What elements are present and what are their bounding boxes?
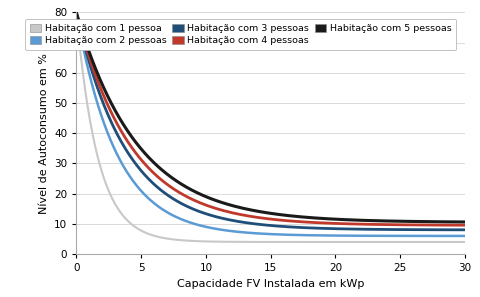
Habitação com 1 pessoa [380,240,385,244]
Habitação com 3 pessoas [462,228,468,232]
Habitação com 2 pessoas [263,232,268,236]
Line: Habitação com 4 pessoas: Habitação com 4 pessoas [76,12,465,225]
Habitação com 3 pessoas [380,228,385,231]
Habitação com 2 pessoas [462,234,468,238]
Habitação com 5 pessoas [380,219,385,223]
Habitação com 1 pessoa [451,240,456,244]
Habitação com 2 pessoas [252,231,258,235]
Habitação com 1 pessoa [451,240,456,244]
Habitação com 3 pessoas [451,228,456,232]
Habitação com 5 pessoas [252,209,258,213]
Line: Habitação com 2 pessoas: Habitação com 2 pessoas [76,12,465,236]
Line: Habitação com 1 pessoa: Habitação com 1 pessoa [76,12,465,242]
Habitação com 4 pessoas [93,75,99,78]
Habitação com 2 pessoas [380,234,385,238]
Habitação com 4 pessoas [263,217,268,220]
Habitação com 1 pessoa [93,148,99,152]
Habitação com 5 pessoas [263,211,268,214]
Habitação com 4 pessoas [73,11,79,14]
Habitação com 3 pessoas [252,222,258,226]
Habitação com 4 pessoas [252,215,258,219]
Habitação com 5 pessoas [451,220,456,224]
Y-axis label: Nível de Autoconsumo em %: Nível de Autoconsumo em % [38,53,48,214]
Habitação com 3 pessoas [263,223,268,227]
Habitação com 3 pessoas [451,228,456,232]
Habitação com 4 pessoas [462,223,468,227]
Habitação com 2 pessoas [93,97,99,101]
Habitação com 5 pessoas [462,220,468,224]
X-axis label: Capacidade FV Instalada em kWp: Capacidade FV Instalada em kWp [177,279,364,289]
Habitação com 5 pessoas [93,68,99,72]
Habitação com 4 pessoas [380,223,385,226]
Line: Habitação com 3 pessoas: Habitação com 3 pessoas [76,12,465,230]
Habitação com 4 pessoas [451,223,456,227]
Habitação com 3 pessoas [93,82,99,86]
Line: Habitação com 5 pessoas: Habitação com 5 pessoas [76,12,465,222]
Habitação com 1 pessoa [462,240,468,244]
Habitação com 4 pessoas [451,223,456,227]
Habitação com 2 pessoas [73,11,79,14]
Habitação com 2 pessoas [451,234,456,238]
Habitação com 1 pessoa [252,240,258,244]
Habitação com 5 pessoas [451,220,456,224]
Habitação com 5 pessoas [73,11,79,14]
Legend: Habitação com 1 pessoa, Habitação com 2 pessoas, Habitação com 3 pessoas, Habita: Habitação com 1 pessoa, Habitação com 2 … [25,20,456,50]
Habitação com 3 pessoas [73,11,79,14]
Habitação com 2 pessoas [451,234,456,238]
Habitação com 1 pessoa [263,240,268,244]
Habitação com 1 pessoa [73,11,79,14]
